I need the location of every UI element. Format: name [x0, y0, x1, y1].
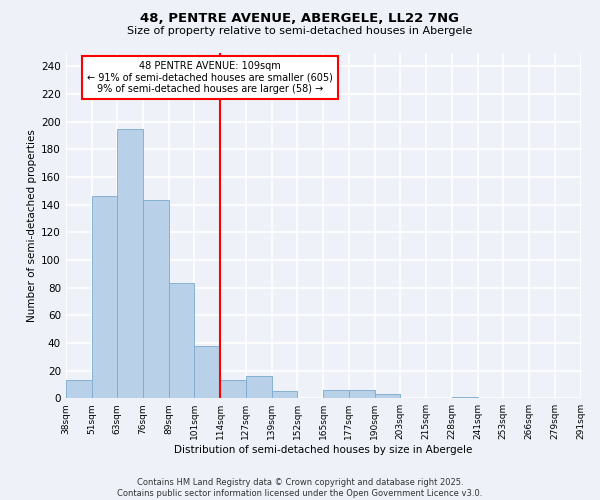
Bar	[323, 390, 349, 398]
Bar	[143, 200, 169, 398]
X-axis label: Distribution of semi-detached houses by size in Abergele: Distribution of semi-detached houses by …	[174, 445, 472, 455]
Bar	[169, 284, 194, 398]
Bar	[194, 346, 220, 398]
Text: Contains HM Land Registry data © Crown copyright and database right 2025.
Contai: Contains HM Land Registry data © Crown c…	[118, 478, 482, 498]
Bar	[452, 397, 478, 398]
Bar	[349, 390, 374, 398]
Bar	[374, 394, 400, 398]
Text: 48 PENTRE AVENUE: 109sqm
← 91% of semi-detached houses are smaller (605)
9% of s: 48 PENTRE AVENUE: 109sqm ← 91% of semi-d…	[87, 61, 333, 94]
Bar	[246, 376, 272, 398]
Bar	[92, 196, 117, 398]
Bar	[272, 392, 298, 398]
Text: Size of property relative to semi-detached houses in Abergele: Size of property relative to semi-detach…	[127, 26, 473, 36]
Bar	[220, 380, 246, 398]
Bar	[66, 380, 92, 398]
Text: 48, PENTRE AVENUE, ABERGELE, LL22 7NG: 48, PENTRE AVENUE, ABERGELE, LL22 7NG	[140, 12, 460, 26]
Y-axis label: Number of semi-detached properties: Number of semi-detached properties	[27, 129, 37, 322]
Bar	[117, 128, 143, 398]
